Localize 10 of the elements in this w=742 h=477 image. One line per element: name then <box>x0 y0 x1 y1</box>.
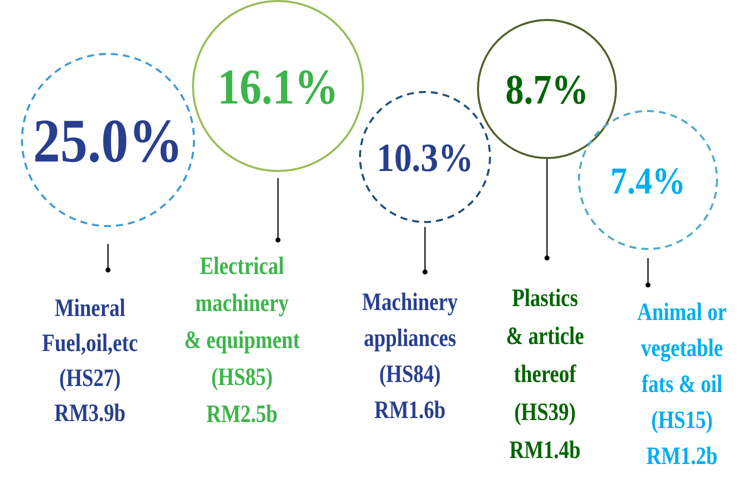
data-label: 10.3% <box>376 136 474 181</box>
category-label: Animal or vegetable fats & oil (HS15) RM1.2b <box>637 298 727 470</box>
category-label: Plastics & article thereof (HS39) RM1.4b <box>506 284 584 464</box>
category-label: Mineral Fuel,oil,etc (HS27) RM3.9b <box>42 294 138 426</box>
data-label: 8.7% <box>505 66 589 114</box>
data-label: 7.4% <box>610 159 686 202</box>
data-label: 25.0% <box>33 106 183 176</box>
data-label: 16.1% <box>218 60 338 116</box>
category-label: Machinery appliances (HS84) RM1.6b <box>362 288 458 424</box>
category-label: Electrical machinery & equipment (HS85) RM2.5b <box>184 252 300 428</box>
